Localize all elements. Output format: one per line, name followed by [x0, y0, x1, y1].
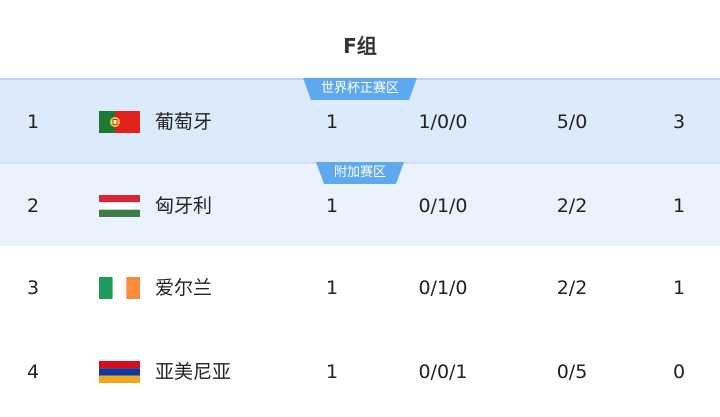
ireland-flag-icon [99, 277, 140, 299]
rank: 2 [26, 195, 40, 217]
goals: 0/5 [556, 361, 588, 383]
win-draw-loss: 1/0/0 [418, 111, 468, 133]
played: 1 [325, 195, 339, 217]
rank: 4 [26, 361, 40, 383]
rank: 1 [26, 111, 40, 133]
table-row[interactable]: 3 爱尔兰 1 0/1/0 2/2 1 [0, 246, 720, 330]
zone-badge-playoff: 附加赛区 [316, 162, 404, 184]
goals: 2/2 [556, 277, 588, 299]
table-row[interactable]: 4 亚美尼亚 1 0/0/1 0/5 0 [0, 330, 720, 414]
table-row[interactable]: 附加赛区 2 匈牙利 1 0/1/0 2/2 1 [0, 162, 720, 246]
win-draw-loss: 0/1/0 [418, 277, 468, 299]
points: 3 [672, 111, 686, 133]
win-draw-loss: 0/1/0 [418, 195, 468, 217]
played: 1 [325, 277, 339, 299]
armenia-flag-icon [99, 361, 140, 383]
played: 1 [325, 111, 339, 133]
team-name[interactable]: 匈牙利 [155, 195, 213, 217]
goals: 5/0 [556, 111, 588, 133]
played: 1 [325, 361, 339, 383]
zone-badge-qualify: 世界杯正赛区 [303, 78, 417, 100]
group-title: F组 [343, 34, 377, 58]
points: 1 [672, 277, 686, 299]
hungary-flag-icon [99, 195, 140, 217]
portugal-flag-icon [99, 111, 140, 133]
team-name[interactable]: 亚美尼亚 [155, 361, 232, 383]
win-draw-loss: 0/0/1 [418, 361, 468, 383]
team-name[interactable]: 爱尔兰 [155, 277, 213, 299]
goals: 2/2 [556, 195, 588, 217]
table-row[interactable]: 世界杯正赛区 1 葡萄牙 1 1/0/0 5/0 3 [0, 78, 720, 162]
points: 1 [672, 195, 686, 217]
team-name[interactable]: 葡萄牙 [155, 111, 213, 133]
rank: 3 [26, 277, 40, 299]
points: 0 [672, 361, 686, 383]
